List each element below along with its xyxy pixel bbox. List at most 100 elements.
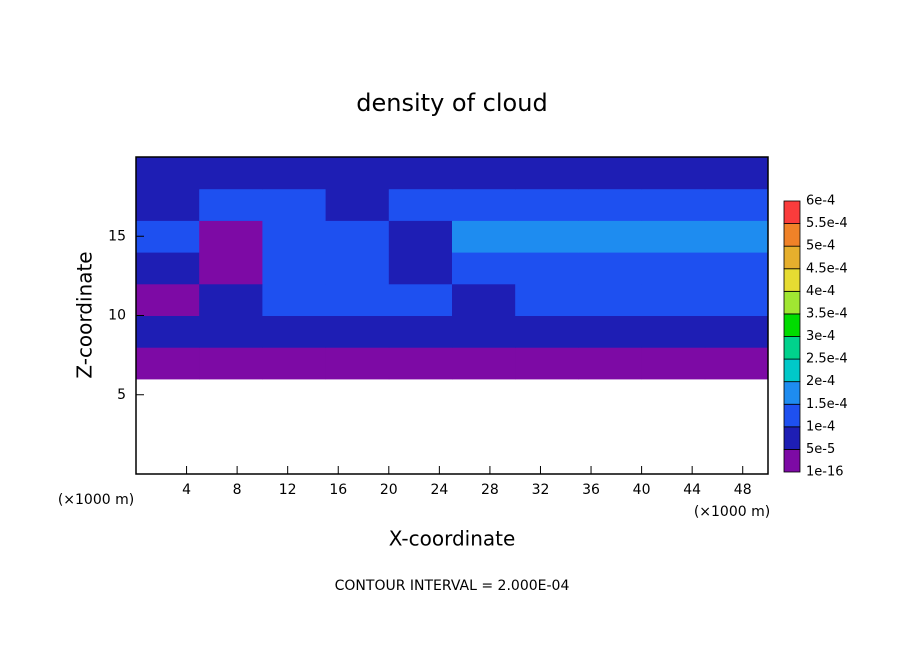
x-tick-label: 32 bbox=[532, 482, 550, 498]
contour-cell bbox=[641, 252, 706, 285]
x-tick-label: 36 bbox=[582, 482, 600, 498]
footnote: CONTOUR INTERVAL = 2.000E-04 bbox=[335, 578, 570, 594]
contour-cell bbox=[452, 220, 516, 253]
contour-cell bbox=[388, 157, 453, 190]
contour-cell bbox=[262, 252, 327, 285]
contour-cell bbox=[578, 157, 643, 190]
colorbar-box bbox=[783, 223, 801, 247]
contour-cell bbox=[704, 283, 769, 316]
colorbar-label: 5.5e-4 bbox=[806, 216, 848, 231]
colorbar-box bbox=[783, 403, 801, 428]
contour-cell bbox=[262, 347, 327, 380]
contour-cell bbox=[262, 220, 327, 253]
contour-cell bbox=[704, 315, 769, 348]
contour-cell bbox=[704, 347, 769, 380]
y-tick-label: 5 bbox=[117, 387, 126, 403]
contour-cell bbox=[452, 347, 516, 380]
contour-cell bbox=[325, 188, 390, 221]
contour-cell bbox=[388, 283, 453, 316]
contour-cell bbox=[199, 157, 263, 190]
contour-cell bbox=[325, 220, 390, 253]
contour-cell bbox=[136, 252, 200, 285]
contour-cell bbox=[199, 252, 263, 285]
contour-cell bbox=[136, 347, 200, 380]
contour-cell bbox=[388, 347, 453, 380]
contour-cell bbox=[388, 252, 453, 285]
x-tick-label: 8 bbox=[233, 482, 242, 498]
contour-cell bbox=[578, 315, 643, 348]
contour-cell bbox=[199, 315, 263, 348]
contour-cell bbox=[199, 347, 263, 380]
contour-cell bbox=[199, 220, 263, 253]
contour-cell bbox=[388, 220, 453, 253]
contour-cell bbox=[325, 157, 390, 190]
colorbar-box bbox=[783, 381, 801, 405]
contour-cell bbox=[704, 252, 769, 285]
contour-cell bbox=[262, 283, 327, 316]
x-tick-label: 48 bbox=[734, 482, 752, 498]
contour-cell bbox=[199, 283, 263, 316]
x-tick-label: 44 bbox=[683, 482, 701, 498]
y-tick-label: 15 bbox=[108, 228, 126, 244]
contour-cell bbox=[641, 315, 706, 348]
contour-cell bbox=[515, 220, 579, 253]
contour-cell bbox=[199, 188, 263, 221]
x-tick-label: 16 bbox=[329, 482, 347, 498]
contour-cell bbox=[641, 188, 706, 221]
y-unit: (×1000 m) bbox=[58, 492, 134, 508]
contour-cell bbox=[515, 315, 579, 348]
x-tick-label: 12 bbox=[279, 482, 297, 498]
colorbar-box bbox=[783, 336, 801, 360]
colorbar-box bbox=[783, 313, 801, 337]
colorbar-label: 5e-4 bbox=[806, 239, 835, 254]
contour-cell bbox=[388, 188, 453, 221]
contour-cell bbox=[641, 220, 706, 253]
contour-cell bbox=[325, 315, 390, 348]
contour-cell bbox=[515, 347, 579, 380]
contour-cell bbox=[578, 283, 643, 316]
contour-cell bbox=[136, 157, 200, 190]
colorbar-label: 3.5e-4 bbox=[806, 306, 848, 321]
colorbar-box bbox=[783, 426, 801, 450]
contour-cell bbox=[388, 315, 453, 348]
contour-cell bbox=[641, 347, 706, 380]
colorbar-label: 6e-4 bbox=[806, 194, 835, 209]
contour-cell bbox=[515, 157, 579, 190]
x-unit: (×1000 m) bbox=[694, 504, 770, 520]
contour-cell bbox=[452, 188, 516, 221]
contour-cell bbox=[262, 157, 327, 190]
x-tick-label: 4 bbox=[182, 482, 191, 498]
contour-cell bbox=[578, 347, 643, 380]
x-tick-label: 28 bbox=[481, 482, 499, 498]
colorbar-box bbox=[783, 245, 801, 270]
contour-cell bbox=[515, 188, 579, 221]
contour-cell bbox=[578, 188, 643, 221]
contour-cell bbox=[262, 188, 327, 221]
contour-cell bbox=[452, 252, 516, 285]
contour-cell bbox=[704, 188, 769, 221]
contour-cell bbox=[136, 188, 200, 221]
contour-cell bbox=[578, 220, 643, 253]
colorbar-box bbox=[783, 268, 801, 292]
colorbar-label: 1e-4 bbox=[806, 419, 835, 434]
contour-cell bbox=[515, 252, 579, 285]
x-tick-label: 20 bbox=[380, 482, 398, 498]
contour-cell bbox=[641, 283, 706, 316]
colorbar-label: 2.5e-4 bbox=[806, 352, 848, 367]
colorbar-label: 4e-4 bbox=[806, 284, 835, 299]
y-tick-label: 10 bbox=[108, 308, 126, 324]
contour-cell bbox=[325, 347, 390, 380]
colorbar-box bbox=[783, 290, 801, 315]
colorbar-box bbox=[783, 200, 801, 224]
contour-cell bbox=[704, 157, 769, 190]
x-tick-label: 40 bbox=[633, 482, 651, 498]
colorbar-box bbox=[783, 358, 801, 383]
contour-cell bbox=[262, 315, 327, 348]
colorbar-label: 3e-4 bbox=[806, 329, 835, 344]
contour-cell bbox=[704, 220, 769, 253]
colorbar-box bbox=[783, 449, 801, 473]
contour-cell bbox=[452, 157, 516, 190]
colorbar-label: 4.5e-4 bbox=[806, 261, 848, 276]
colorbar-label: 1.5e-4 bbox=[806, 397, 848, 412]
